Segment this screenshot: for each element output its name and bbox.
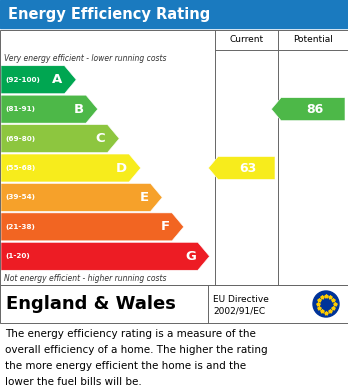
Bar xyxy=(0,285,348,323)
Polygon shape xyxy=(271,98,345,120)
Polygon shape xyxy=(1,183,162,212)
Polygon shape xyxy=(1,66,76,94)
Text: Potential: Potential xyxy=(293,36,333,45)
Text: Not energy efficient - higher running costs: Not energy efficient - higher running co… xyxy=(4,274,166,283)
Text: D: D xyxy=(116,161,127,174)
Polygon shape xyxy=(1,95,98,123)
Text: 2002/91/EC: 2002/91/EC xyxy=(213,306,265,315)
Text: C: C xyxy=(96,132,105,145)
Polygon shape xyxy=(1,125,119,152)
Text: EU Directive: EU Directive xyxy=(213,295,269,304)
Polygon shape xyxy=(1,154,141,182)
Text: The energy efficiency rating is a measure of the: The energy efficiency rating is a measur… xyxy=(5,329,256,339)
Text: 86: 86 xyxy=(306,103,323,116)
Text: (92-100): (92-100) xyxy=(5,77,40,83)
Text: (81-91): (81-91) xyxy=(5,106,35,112)
Text: A: A xyxy=(52,73,63,86)
Text: the more energy efficient the home is and the: the more energy efficient the home is an… xyxy=(5,361,246,371)
Circle shape xyxy=(313,291,339,317)
Text: Very energy efficient - lower running costs: Very energy efficient - lower running co… xyxy=(4,54,166,63)
Polygon shape xyxy=(1,242,209,270)
Text: Energy Efficiency Rating: Energy Efficiency Rating xyxy=(8,7,210,22)
Text: overall efficiency of a home. The higher the rating: overall efficiency of a home. The higher… xyxy=(5,345,268,355)
Text: (55-68): (55-68) xyxy=(5,165,35,171)
Polygon shape xyxy=(208,156,275,179)
Text: (39-54): (39-54) xyxy=(5,194,35,201)
Text: E: E xyxy=(140,191,149,204)
Text: F: F xyxy=(161,221,170,233)
Text: B: B xyxy=(74,103,84,116)
Bar xyxy=(0,0,348,28)
Text: (21-38): (21-38) xyxy=(5,224,35,230)
Bar xyxy=(0,30,348,285)
Text: 63: 63 xyxy=(239,161,256,174)
Text: G: G xyxy=(185,250,196,263)
Polygon shape xyxy=(1,213,184,241)
Text: Current: Current xyxy=(229,36,263,45)
Text: lower the fuel bills will be.: lower the fuel bills will be. xyxy=(5,377,142,387)
Text: England & Wales: England & Wales xyxy=(6,295,176,313)
Text: (1-20): (1-20) xyxy=(5,253,30,259)
Text: (69-80): (69-80) xyxy=(5,136,35,142)
